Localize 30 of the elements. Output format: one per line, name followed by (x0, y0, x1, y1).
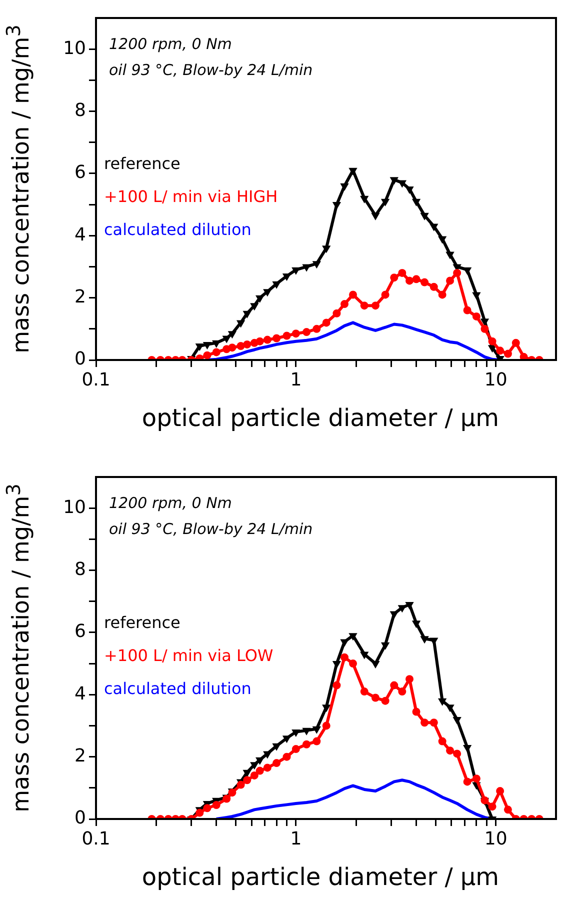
y-tick-label: 8 (74, 100, 86, 121)
text: reference (104, 613, 180, 632)
y-tick-label: 8 (74, 558, 86, 580)
x-tick-label: 10 (484, 369, 508, 390)
annotation: oil 93 °C, Blow-by 24 L/min (109, 520, 313, 538)
y-tick-label: 2 (74, 286, 86, 308)
x-tick-label: 0.1 (82, 369, 110, 390)
x-axis-title: optical particle diameter / µm (140, 404, 500, 432)
y-tick-label: 0 (74, 348, 86, 370)
annotation: 1200 rpm, 0 Nm (109, 34, 232, 53)
annotation: 1200 rpm, 0 Nm (109, 494, 232, 512)
y-tick-label: 6 (74, 162, 86, 184)
x-tick-label: 1 (290, 369, 302, 390)
y-tick-label: 10 (63, 38, 86, 59)
y-tick-label: 4 (74, 683, 86, 704)
x-tick-label: 10 (484, 828, 508, 850)
y-tick-label: 6 (74, 621, 86, 642)
y-tick-label: 0 (74, 808, 86, 829)
y-tick-label: 4 (74, 224, 86, 246)
x-tick-label: 1 (290, 828, 302, 850)
y-tick-label: 10 (63, 496, 86, 518)
text: +100 L/ min via HIGH (104, 187, 278, 206)
x-tick-label: 0.1 (82, 828, 110, 850)
text: reference (104, 154, 180, 174)
annotation: oil 93 °C, Blow-by 24 L/min (109, 60, 313, 79)
x-axis-title: optical particle diameter / µm (140, 863, 500, 891)
text: calculated dilution (104, 679, 252, 698)
text: calculated dilution (104, 220, 252, 240)
y-tick-label: 2 (74, 745, 86, 766)
text: +100 L/ min via LOW (104, 646, 274, 666)
